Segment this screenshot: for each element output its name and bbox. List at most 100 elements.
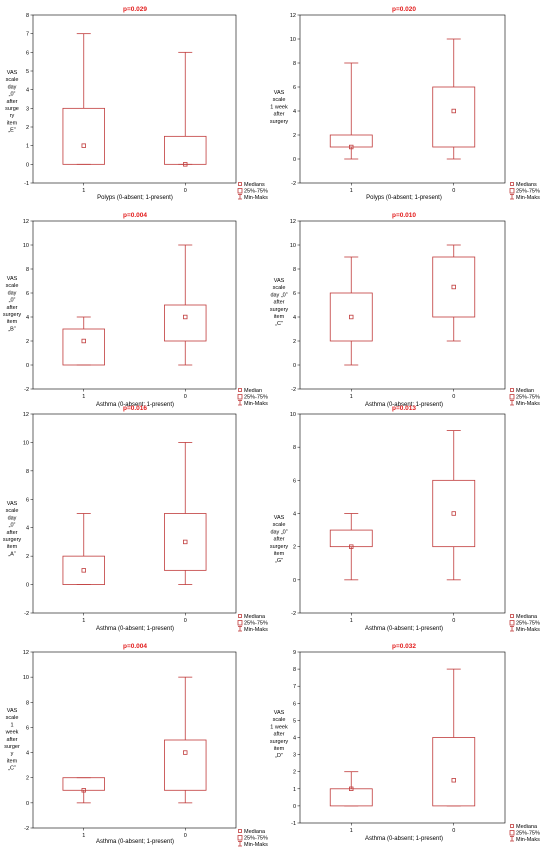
iqr-box bbox=[164, 304, 207, 342]
y-tick-label: 4 bbox=[26, 751, 29, 757]
legend-box-symbol bbox=[237, 835, 243, 841]
legend-box-label: 25%-75% bbox=[516, 831, 540, 837]
box-1 bbox=[62, 316, 105, 366]
x-axis-label: Polyps (0-absent; 1-present) bbox=[366, 195, 442, 201]
box-0 bbox=[432, 668, 476, 807]
iqr-box bbox=[329, 292, 373, 342]
iqr-box bbox=[62, 328, 105, 366]
y-tick-label: 4 bbox=[26, 88, 29, 94]
y-tick-label: -2 bbox=[24, 611, 29, 617]
y-tick-label: 12 bbox=[290, 13, 296, 19]
x-category-label: 0 bbox=[184, 394, 187, 400]
y-tick-label: 6 bbox=[293, 701, 296, 707]
y-axis-label-line: VAS bbox=[7, 276, 18, 282]
plot-frame bbox=[299, 14, 506, 184]
y-axis-label-line: surgery bbox=[270, 119, 289, 125]
box-1 bbox=[329, 513, 373, 581]
y-tick-label: 12 bbox=[23, 650, 29, 656]
y-axis-label-line: „0” bbox=[9, 523, 16, 529]
y-axis-label-line: week bbox=[5, 730, 19, 736]
y-axis-label-line: day bbox=[8, 290, 17, 296]
y-tick-label: 1 bbox=[26, 144, 29, 150]
y-tick-label: 0 bbox=[26, 363, 29, 369]
median-marker bbox=[349, 144, 354, 150]
legend-median-symbol bbox=[238, 829, 242, 833]
median-marker bbox=[451, 284, 456, 290]
y-tick-label: 5 bbox=[293, 718, 296, 724]
median-marker bbox=[349, 786, 354, 791]
box-1 bbox=[62, 33, 105, 165]
iqr-box bbox=[432, 737, 476, 807]
y-axis-label-line: „G” bbox=[275, 558, 283, 564]
legend-median-label: Medians bbox=[244, 182, 265, 188]
legend-box-symbol bbox=[509, 394, 515, 400]
iqr-box bbox=[329, 788, 373, 807]
box-0 bbox=[164, 244, 207, 366]
y-axis-label-line: surge bbox=[5, 106, 19, 112]
box-0 bbox=[164, 51, 207, 167]
x-category-label: 1 bbox=[350, 618, 353, 624]
legend-box-label: 25%-75% bbox=[516, 189, 540, 195]
y-tick-label: -2 bbox=[24, 826, 29, 832]
y-tick-label: -1 bbox=[24, 181, 29, 187]
iqr-box bbox=[62, 555, 105, 585]
x-axis-label: Asthma (0-absent; 1-present) bbox=[96, 839, 174, 845]
plot-frame bbox=[299, 220, 506, 390]
y-tick-label: 5 bbox=[26, 69, 29, 75]
legend-whisker-label: Min-Maks bbox=[516, 837, 540, 843]
y-axis-label-line: surger bbox=[4, 744, 20, 750]
y-tick-label: 6 bbox=[293, 291, 296, 297]
y-axis-label-line: after bbox=[6, 737, 17, 743]
y-tick-label: 2 bbox=[26, 125, 29, 131]
median-marker bbox=[349, 314, 354, 320]
legend-whisker-label: Min-Maks bbox=[244, 401, 268, 407]
median-marker bbox=[81, 788, 86, 793]
y-axis-label-line: item bbox=[7, 758, 18, 764]
x-category-label: 0 bbox=[452, 618, 455, 624]
legend-median-symbol bbox=[510, 388, 514, 392]
y-tick-label: 10 bbox=[290, 412, 296, 418]
p-value-title: p=0.013 bbox=[392, 405, 416, 412]
y-axis-label-line: day bbox=[8, 515, 17, 521]
iqr-box bbox=[62, 777, 105, 791]
y-tick-label: 6 bbox=[26, 497, 29, 503]
p-value-title: p=0.032 bbox=[392, 643, 416, 650]
y-axis-label-line: scale bbox=[273, 717, 286, 723]
p-value-title: p=0.029 bbox=[123, 6, 147, 13]
y-tick-label: 10 bbox=[23, 243, 29, 249]
y-axis-label-line: scale bbox=[273, 285, 286, 291]
y-tick-label: 4 bbox=[293, 109, 296, 115]
iqr-box bbox=[329, 134, 373, 148]
plot-frame bbox=[32, 14, 237, 184]
y-tick-label: 3 bbox=[26, 106, 29, 112]
y-tick-label: 8 bbox=[293, 267, 296, 273]
box-0 bbox=[432, 430, 476, 581]
y-tick-label: 2 bbox=[26, 776, 29, 782]
y-tick-label: 2 bbox=[293, 133, 296, 139]
y-tick-label: 4 bbox=[293, 736, 296, 742]
y-axis-label-line: after bbox=[6, 305, 17, 311]
median-marker bbox=[451, 108, 456, 114]
y-tick-label: 8 bbox=[293, 445, 296, 451]
y-tick-label: 4 bbox=[26, 526, 29, 532]
iqr-box bbox=[432, 479, 476, 548]
x-category-label: 0 bbox=[184, 188, 187, 194]
x-category-label: 0 bbox=[184, 833, 187, 839]
box-1 bbox=[62, 513, 105, 585]
y-tick-label: 4 bbox=[26, 315, 29, 321]
y-axis-label-line: 1 week bbox=[270, 104, 288, 110]
y-axis-label-line: day „0” bbox=[270, 529, 287, 535]
y-axis-label-line: item bbox=[7, 544, 18, 550]
x-axis-label: Asthma (0-absent; 1-present) bbox=[365, 836, 443, 842]
y-axis-label-line: scale bbox=[273, 97, 286, 103]
iqr-box bbox=[432, 86, 476, 148]
legend-box-symbol bbox=[509, 188, 515, 194]
y-axis-label-line: surgery bbox=[270, 739, 289, 745]
